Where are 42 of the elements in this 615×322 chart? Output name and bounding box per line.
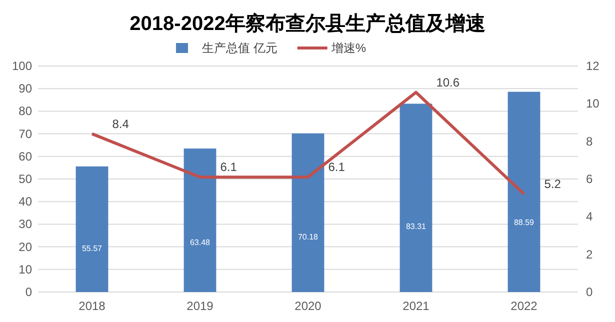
y2-tick-label: 4 (586, 210, 593, 224)
data-label: 8.4 (112, 116, 130, 131)
data-label: 10.6 (436, 75, 460, 90)
bar (508, 92, 540, 292)
y-tick-label: 60 (18, 149, 32, 164)
data-label: 5.2 (544, 177, 562, 192)
x-tick-label: 2018 (78, 299, 106, 313)
y-tick-label: 80 (18, 104, 32, 118)
x-tick-label: 2020 (294, 299, 322, 313)
y-tick-label: 10 (18, 262, 32, 276)
x-tick-label: 2022 (510, 299, 538, 313)
line-series (90, 90, 526, 196)
y-tick-label: 20 (18, 240, 32, 254)
x-tick-label: 2021 (402, 299, 430, 313)
chart-title: 2018-2022年察布查尔县生产总值及增速 (130, 12, 486, 35)
legend-label: 增速% (330, 41, 366, 55)
y-tick-label: 100 (12, 59, 32, 73)
data-label: 55.57 (82, 244, 103, 254)
data-label: 63.48 (190, 238, 211, 247)
data-label: 6.1 (220, 160, 238, 174)
legend-label: 生产总值 亿元 (202, 41, 278, 55)
bar (292, 133, 324, 292)
data-label: 70.18 (298, 232, 319, 242)
y-tick-label: 40 (18, 194, 32, 209)
y2-tick-label: 10 (586, 96, 600, 111)
data-label: 88.59 (514, 218, 535, 227)
y-tick-label: 0 (25, 285, 32, 299)
bar (400, 104, 432, 292)
bar (76, 166, 108, 292)
x-tick-label: 2019 (186, 299, 214, 313)
y2-tick-label: 8 (586, 134, 593, 148)
data-label: 6.1 (328, 160, 346, 174)
y2-tick-label: 6 (586, 172, 593, 186)
y-tick-label: 70 (18, 126, 32, 141)
y-tick-label: 90 (18, 82, 32, 96)
y2-tick-label: 0 (586, 285, 593, 299)
bar (184, 148, 216, 292)
y2-tick-label: 2 (586, 247, 593, 262)
y2-tick-label: 12 (586, 59, 600, 73)
y-tick-label: 50 (18, 172, 32, 186)
data-label: 83.31 (406, 222, 427, 232)
y-tick-label: 30 (18, 217, 32, 232)
